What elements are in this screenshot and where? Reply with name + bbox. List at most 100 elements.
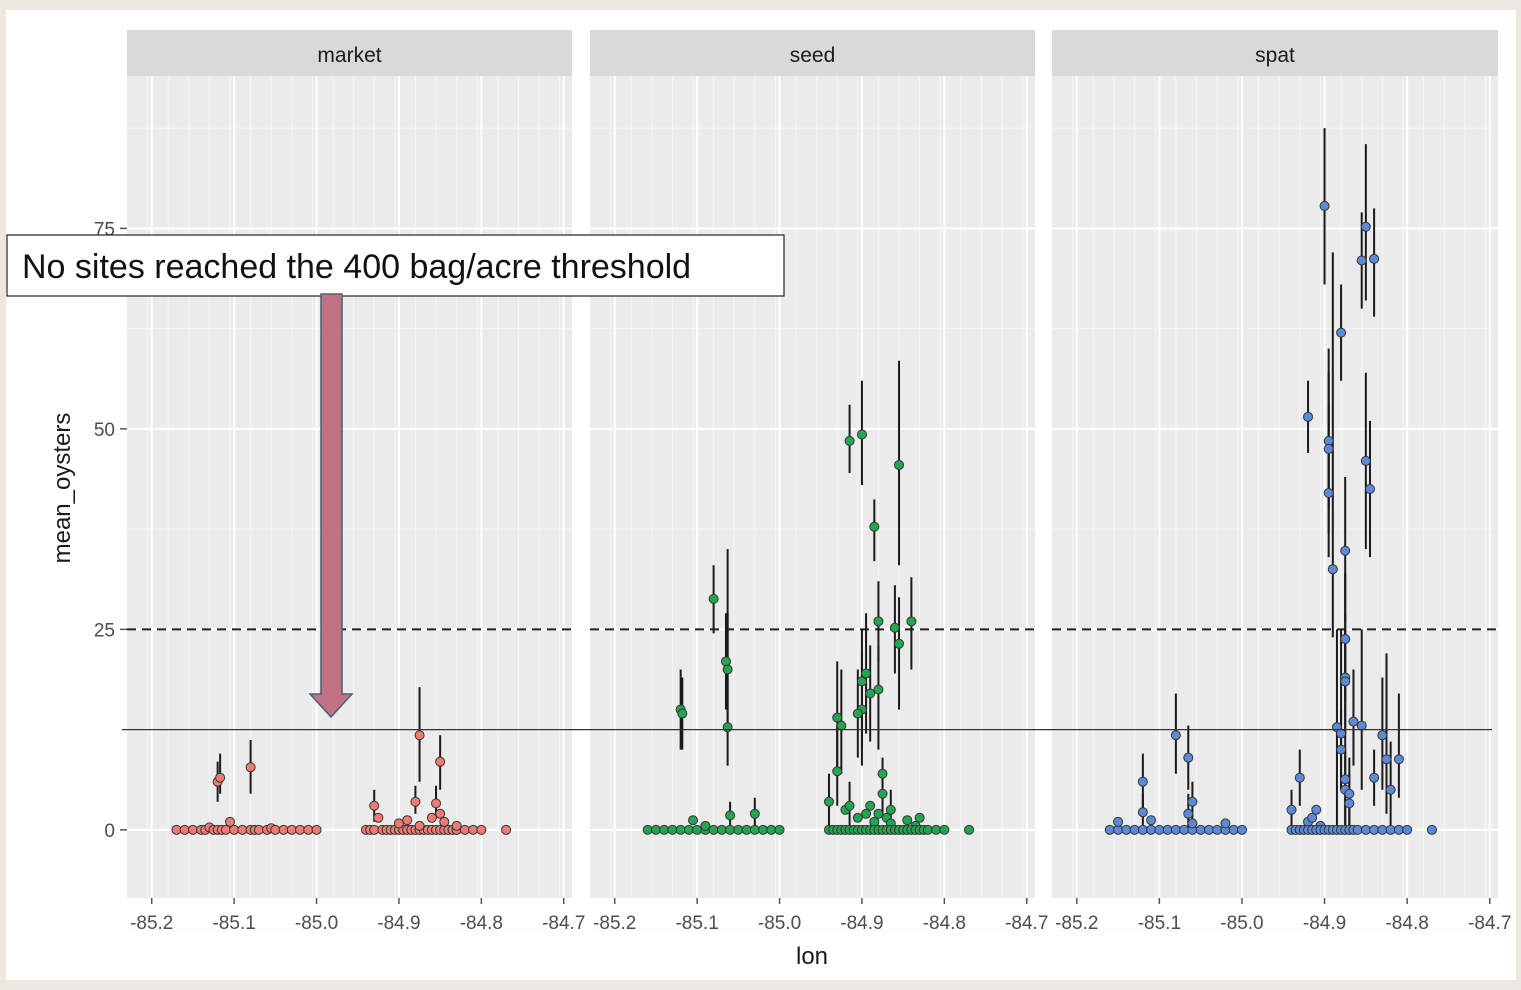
data-point: [1337, 745, 1346, 754]
x-tick-label: -84.9: [1303, 913, 1346, 934]
data-point: [1353, 825, 1362, 834]
x-tick-label: -85.1: [675, 913, 718, 934]
data-point: [1341, 775, 1350, 784]
data-point: [440, 817, 449, 826]
data-point: [870, 522, 879, 531]
data-point: [477, 825, 486, 834]
data-point: [1341, 546, 1350, 555]
data-point: [723, 723, 732, 732]
data-point: [180, 825, 189, 834]
data-point: [833, 767, 842, 776]
data-point: [689, 816, 698, 825]
data-point: [403, 816, 412, 825]
data-point: [1171, 731, 1180, 740]
data-point: [1361, 825, 1370, 834]
data-point: [866, 801, 875, 810]
data-point: [874, 617, 883, 626]
x-tick-label: -84.7: [1468, 913, 1511, 934]
data-point: [874, 685, 883, 694]
data-point: [1138, 808, 1147, 817]
data-point: [907, 617, 916, 626]
data-point: [1147, 825, 1156, 834]
data-point: [1287, 805, 1296, 814]
data-point: [1349, 717, 1358, 726]
data-point: [254, 825, 263, 834]
data-point: [1361, 222, 1370, 231]
data-point: [502, 825, 511, 834]
data-point: [452, 821, 461, 830]
data-point: [837, 721, 846, 730]
data-point: [1378, 825, 1387, 834]
data-point: [742, 825, 751, 834]
data-point: [734, 825, 743, 834]
data-point: [1357, 256, 1366, 265]
data-point: [415, 821, 424, 830]
data-point: [1163, 825, 1172, 834]
data-point: [1427, 825, 1436, 834]
data-point: [895, 460, 904, 469]
facet-market: market -85.2 -85.1 -85.0 -84.9 -84.8 -84.7: [127, 30, 585, 934]
data-point: [1370, 773, 1379, 782]
data-point: [226, 817, 235, 826]
data-point: [1370, 825, 1379, 834]
data-point: [1337, 729, 1346, 738]
data-point: [1184, 809, 1193, 818]
data-point: [216, 773, 225, 782]
x-tick-label: -84.8: [1385, 913, 1428, 934]
data-point: [767, 825, 776, 834]
data-point: [878, 789, 887, 798]
data-point: [1328, 565, 1337, 574]
data-point: [693, 825, 702, 834]
data-point: [660, 825, 669, 834]
data-point: [895, 639, 904, 648]
data-point: [238, 825, 247, 834]
data-point: [775, 825, 784, 834]
y-axis-title: mean_oysters: [49, 413, 76, 564]
data-point: [415, 731, 424, 740]
data-point: [878, 769, 887, 778]
x-tick-label: -85.0: [295, 913, 338, 934]
y-tick-label: 50: [94, 420, 115, 441]
data-point: [1337, 328, 1346, 337]
facet-strip-label: market: [317, 44, 381, 67]
data-point: [1365, 485, 1374, 494]
annotation-text: No sites reached the 400 bag/acre thresh…: [22, 248, 691, 286]
data-point: [1196, 825, 1205, 834]
data-point: [1180, 825, 1189, 834]
x-tick-label: -85.1: [1138, 913, 1181, 934]
data-point: [304, 825, 313, 834]
panel-background: [1052, 76, 1498, 898]
data-point: [676, 825, 685, 834]
data-point: [312, 825, 321, 834]
data-point: [940, 825, 949, 834]
data-point: [1386, 825, 1395, 834]
data-point: [188, 825, 197, 834]
data-point: [709, 825, 718, 834]
data-point: [279, 825, 288, 834]
data-point: [271, 825, 280, 834]
data-point: [1320, 201, 1329, 210]
x-tick-label: -85.0: [1220, 913, 1263, 934]
data-point: [1403, 825, 1412, 834]
data-point: [394, 819, 403, 828]
data-point: [172, 825, 181, 834]
data-point: [726, 825, 735, 834]
data-point: [1213, 825, 1222, 834]
x-tick-label: -84.9: [840, 913, 883, 934]
data-point: [1105, 825, 1114, 834]
data-point: [1378, 731, 1387, 740]
data-point: [750, 809, 759, 818]
data-point: [759, 825, 768, 834]
data-point: [1188, 819, 1197, 828]
y-tick-label: 25: [94, 620, 115, 641]
data-point: [296, 825, 305, 834]
data-point: [370, 801, 379, 810]
data-point: [726, 811, 735, 820]
data-point: [857, 430, 866, 439]
data-point: [1324, 489, 1333, 498]
x-tick-label: -85.1: [212, 913, 255, 934]
data-point: [1304, 412, 1313, 421]
data-point: [1324, 444, 1333, 453]
data-point: [1295, 773, 1304, 782]
